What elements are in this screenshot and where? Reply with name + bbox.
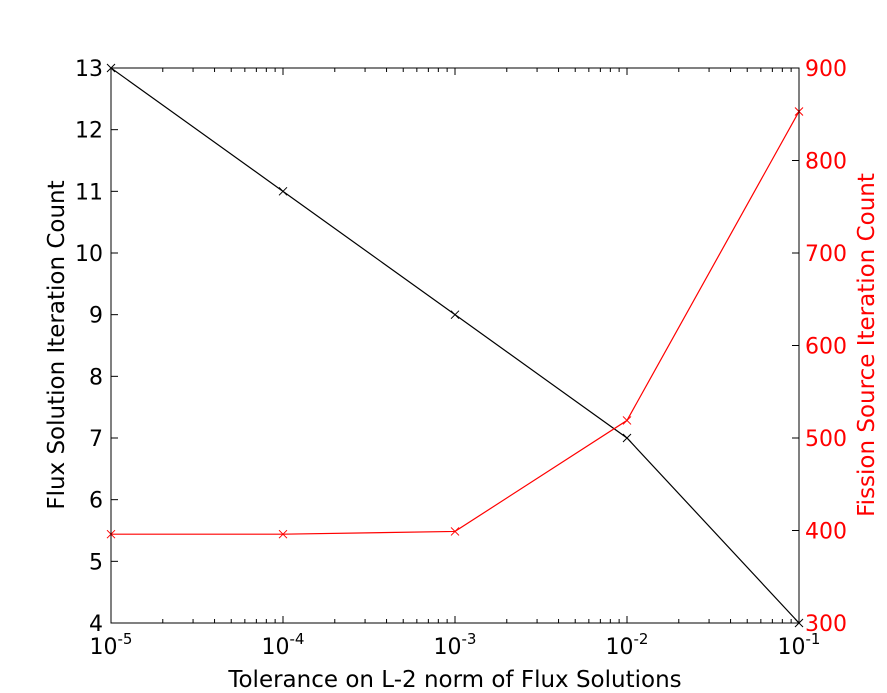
y-left-tick-label: 8 [89,365,103,390]
x-tick-exponent: -2 [634,630,649,648]
fission-iteration-point [450,527,460,536]
x-tick-base: 10 [434,635,462,660]
fission-iteration-line [111,111,800,535]
plot-frame [110,67,800,624]
x-tick-label: 10-2 [606,630,649,660]
flux-iteration-point [622,433,632,443]
y-right-tick-label: 500 [805,427,847,452]
flux-iteration-line [110,67,800,624]
x-tick-label: 10-1 [778,630,821,660]
x-tick-exponent: -3 [462,630,477,648]
y-right-tick-label: 700 [805,242,847,267]
y-left-tick-label: 7 [89,427,103,452]
y-left-tick-label: 12 [75,119,103,144]
y-left-tick-label: 13 [75,57,103,82]
x-marker [278,186,288,196]
x-marker [622,416,632,425]
ticks-layer: 10-5 10-4 10-3 10-2 10-145678910111213300400… [75,57,847,660]
y-right-tick-label: 400 [805,520,847,545]
x-tick-base: 10 [262,635,290,660]
y-right-tick-label: 900 [805,57,847,82]
y-left-tick-label: 10 [75,242,103,267]
x-tick-base: 10 [90,635,118,660]
series-layer [106,63,804,628]
y-right-tick-label: 300 [805,612,847,637]
y-axis-left-title: Flux Solution Iteration Count [44,180,70,509]
x-axis-title: Tolerance on L-2 norm of Flux Solutions [227,667,681,693]
fission-iteration-point [278,529,288,539]
x-tick-label: 10-3 [434,630,477,660]
fission-iteration-point [622,416,632,425]
x-marker [450,310,460,320]
x-marker [450,527,460,536]
x-tick-base: 10 [778,635,806,660]
y-axis-right-title: Fission Source Iteration Count [854,173,880,517]
x-tick-base: 10 [606,635,634,660]
y-left-tick-label: 6 [89,489,103,514]
y-left-tick-label: 5 [89,550,103,575]
x-tick-exponent: -1 [806,630,821,648]
y-left-tick-label: 4 [89,612,103,637]
x-marker [278,529,288,539]
x-tick-exponent: -5 [118,630,133,648]
flux-iteration-point [278,186,288,196]
x-tick-exponent: -4 [290,630,305,648]
x-tick-label: 10-4 [262,630,305,660]
y-left-tick-label: 9 [89,304,103,329]
x-marker [622,433,632,443]
y-right-tick-label: 800 [805,150,847,175]
x-tick-label: 10-5 [90,630,133,660]
flux-iteration-point [450,310,460,320]
y-right-tick-label: 600 [805,335,847,360]
y-left-tick-label: 11 [75,180,103,205]
